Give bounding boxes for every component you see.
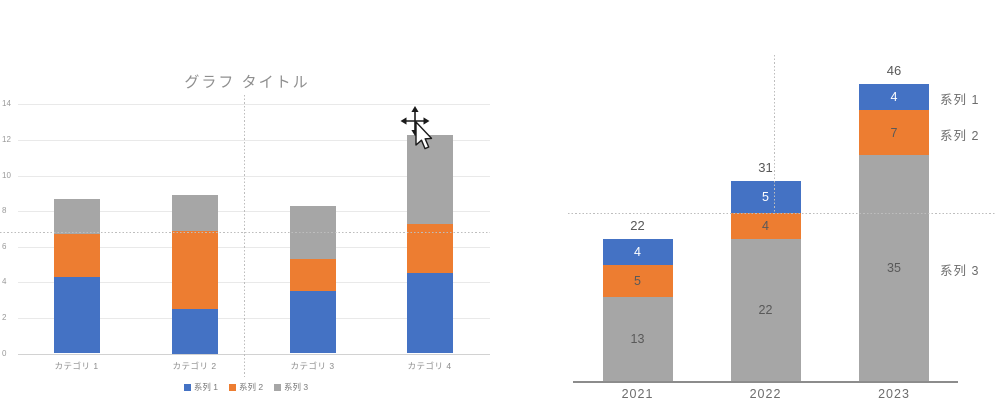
bar-segment-系列3-2021[interactable] (602, 297, 673, 381)
bar-segment-系列1-2022[interactable] (730, 181, 801, 214)
y-axis-tick-label: 10 (2, 170, 11, 180)
data-label: 13 (630, 332, 645, 347)
bar-segment-系列2-2022[interactable] (730, 213, 801, 240)
alignment-guide-horizontal-left (0, 232, 490, 233)
y-axis-tick-label: 12 (2, 134, 11, 144)
y-axis-tick-label: 8 (2, 206, 7, 216)
gridline-y4 (18, 282, 490, 284)
bar-segment-2-cat1[interactable] (53, 234, 100, 277)
alignment-guide-vertical-left (244, 95, 245, 377)
y-axis-tick-label: 2 (2, 312, 7, 322)
gridline-y12 (18, 139, 490, 141)
total-data-label: 31 (758, 160, 773, 176)
data-label: 4 (890, 90, 898, 105)
bar-segment-系列1-2021[interactable] (602, 239, 673, 265)
data-label: 7 (890, 125, 898, 140)
x-axis-line (573, 381, 958, 383)
y-axis-tick-label: 4 (2, 277, 7, 287)
total-data-label: 22 (630, 218, 645, 234)
y-axis-tick-label: 0 (2, 348, 7, 358)
bar-segment-1-cat3[interactable] (289, 291, 336, 354)
bar-segment-系列2-2021[interactable] (602, 264, 673, 298)
data-label: 22 (758, 303, 773, 318)
series-name-label: 系列 1 (940, 93, 980, 108)
bar-segment-2-cat4[interactable] (406, 223, 453, 274)
legend-item-series3[interactable]: 系列 3 (274, 381, 308, 393)
bar-segment-系列3-2023[interactable] (859, 155, 929, 381)
x-axis-category-label: カテゴリ 4 (407, 361, 452, 371)
legend-label: 系列 2 (238, 382, 264, 392)
y-axis-tick-label: 14 (2, 99, 11, 109)
legend-swatch-icon (274, 383, 282, 391)
bar-segment-2-cat2[interactable] (171, 230, 218, 309)
legend-label: 系列 3 (284, 382, 309, 392)
gridline-y14 (18, 104, 490, 106)
legend-label: 系列 1 (193, 382, 218, 392)
x-axis-category-label: 2023 (878, 387, 910, 401)
bar-segment-3-cat1[interactable] (53, 198, 100, 235)
x-axis-category-label: カテゴリ 2 (172, 361, 217, 371)
data-label: 35 (887, 261, 901, 276)
series-name-label: 系列 3 (940, 264, 980, 279)
gridline-y0 (18, 353, 490, 355)
data-label: 5 (762, 190, 769, 205)
bar-segment-1-cat2[interactable] (171, 309, 218, 354)
bar-segment-1-cat4[interactable] (406, 273, 453, 354)
bar-segment-1-cat1[interactable] (53, 276, 100, 354)
legend-swatch-icon (183, 383, 191, 391)
gridline-y6 (18, 246, 490, 248)
bar-segment-2-cat3[interactable] (289, 259, 336, 292)
x-axis-category-label: 2022 (749, 387, 782, 401)
gridline-y10 (18, 175, 490, 177)
data-label: 5 (634, 274, 641, 289)
legend-swatch-icon (228, 383, 236, 391)
data-label: 4 (762, 219, 769, 234)
chart-title[interactable]: グラフ タイトル (184, 74, 310, 91)
gridline-y8 (18, 211, 490, 213)
bar-segment-系列2-2023[interactable] (859, 110, 929, 156)
legend-item-series2[interactable]: 系列 2 (228, 381, 264, 393)
x-axis-category-label: カテゴリ 3 (290, 361, 335, 371)
bar-segment-3-cat2[interactable] (171, 195, 218, 231)
bar-segment-系列3-2022[interactable] (730, 239, 801, 381)
legend-item-series1[interactable]: 系列 1 (183, 381, 218, 393)
y-axis-tick-label: 6 (2, 241, 7, 251)
x-axis-category-label: カテゴリ 1 (54, 361, 99, 371)
alignment-guide-horizontal-right (568, 213, 996, 214)
move-cursor-icon (400, 106, 433, 150)
alignment-guide-vertical-right (774, 55, 775, 214)
series-name-label: 系列 2 (940, 128, 980, 143)
data-label: 4 (634, 245, 641, 259)
gridline-y2 (18, 317, 490, 319)
total-data-label: 46 (886, 63, 902, 79)
x-axis-category-label: 2021 (621, 387, 654, 401)
bar-segment-系列1-2023[interactable] (859, 84, 929, 111)
chart-legend[interactable]: 系列 1 系列 2 系列 3 (0, 381, 492, 393)
bar-segment-3-cat4[interactable] (406, 134, 453, 224)
